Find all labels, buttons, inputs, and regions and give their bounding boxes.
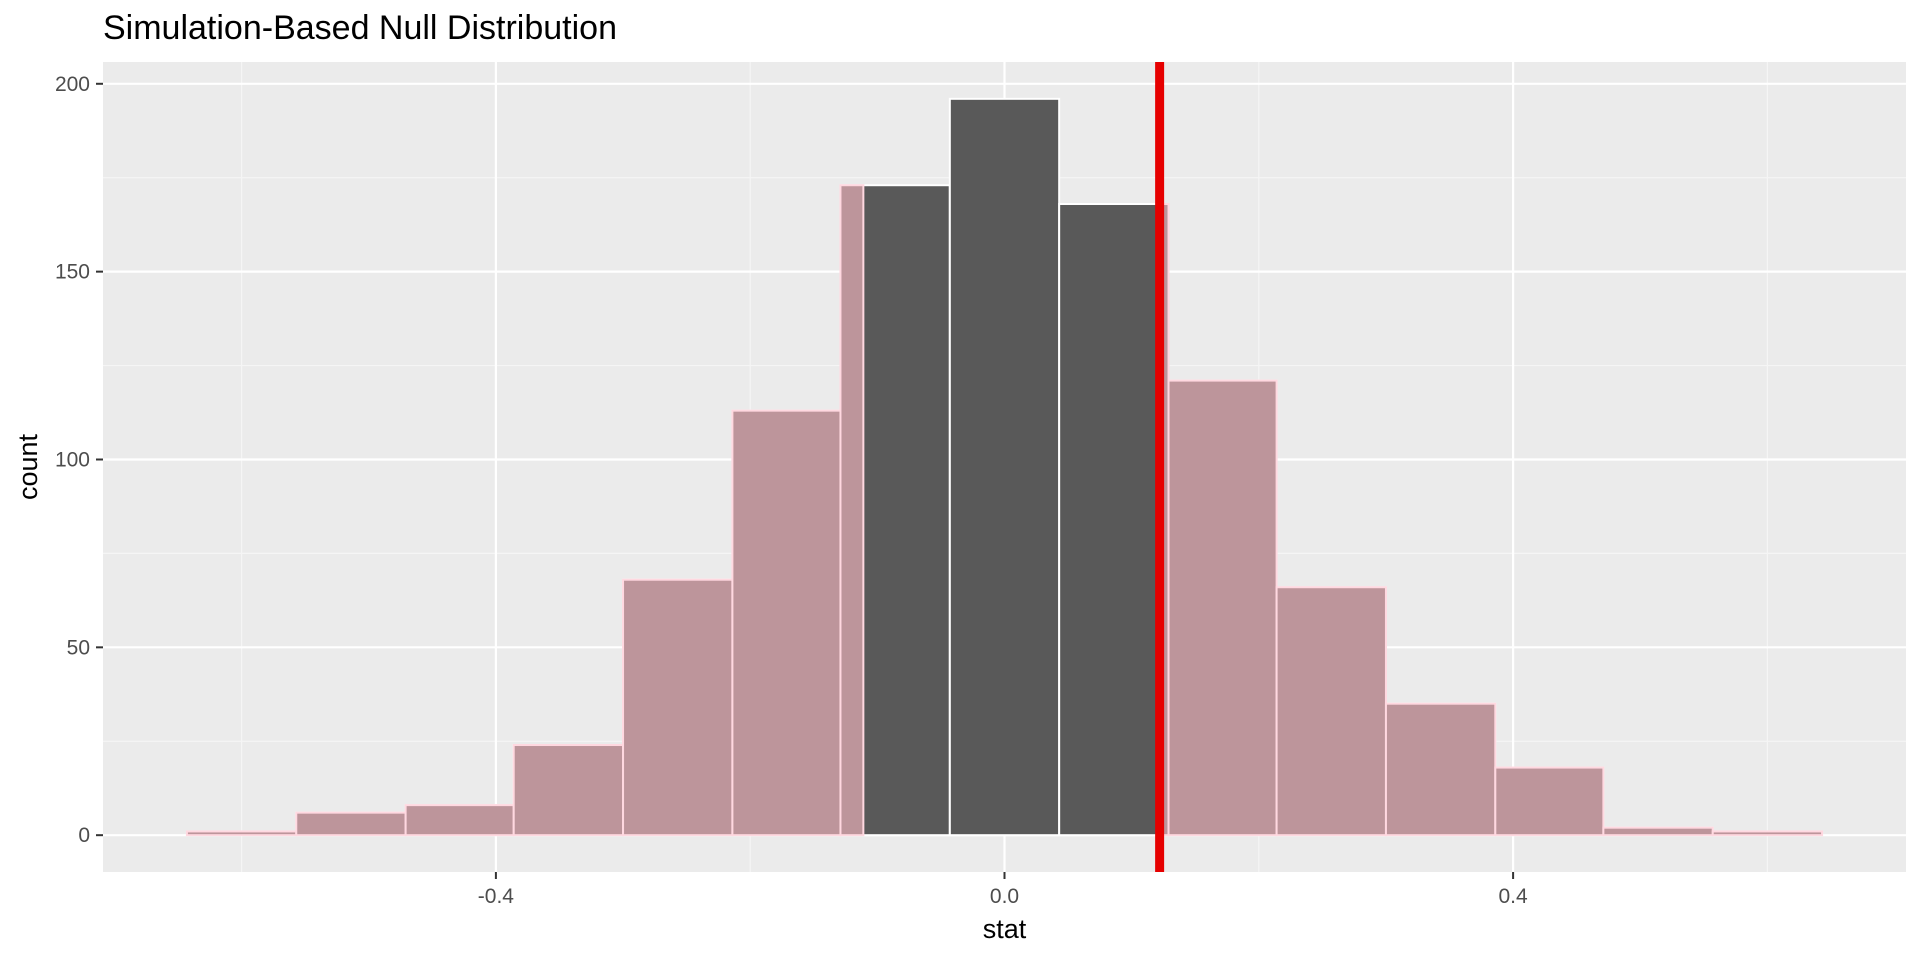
shaded-bar-segment <box>1711 830 1824 837</box>
y-axis-title: count <box>13 433 43 500</box>
shaded-bar-segment <box>1602 826 1714 837</box>
shaded-bar-segment <box>1167 379 1278 837</box>
shaded-bar-segment <box>185 830 298 837</box>
x-axis-title: stat <box>983 914 1027 944</box>
y-tick-label: 0 <box>78 824 90 847</box>
shaded-bar-segment <box>1384 702 1497 837</box>
histogram-bar <box>948 97 1061 837</box>
shaded-bar-segment <box>295 811 407 837</box>
shaded-bar-segment <box>404 804 515 837</box>
histogram-bar <box>1058 203 1170 837</box>
shaded-bar-segment <box>622 578 734 837</box>
shaded-bar-segment <box>1494 766 1605 837</box>
y-tick-label: 50 <box>67 636 90 659</box>
shaded-bar-segment <box>512 744 625 837</box>
shaded-bar-segment <box>1275 586 1387 837</box>
y-tick-label: 150 <box>55 261 90 284</box>
x-tick-label: 0.4 <box>1499 885 1529 908</box>
x-tick-label: 0.0 <box>990 885 1019 908</box>
axis-ticks <box>96 82 1515 879</box>
shaded-bar-segment <box>839 184 865 837</box>
y-tick-label: 200 <box>55 73 90 96</box>
x-tick-label: -0.4 <box>478 885 515 908</box>
y-tick-label: 100 <box>55 448 90 471</box>
tick-labels: -0.4 0.0 0.4 0 50 100 150 200 <box>55 73 1528 908</box>
shaded-bar-segment <box>731 409 842 837</box>
chart-title: Simulation-Based Null Distribution <box>103 9 617 47</box>
